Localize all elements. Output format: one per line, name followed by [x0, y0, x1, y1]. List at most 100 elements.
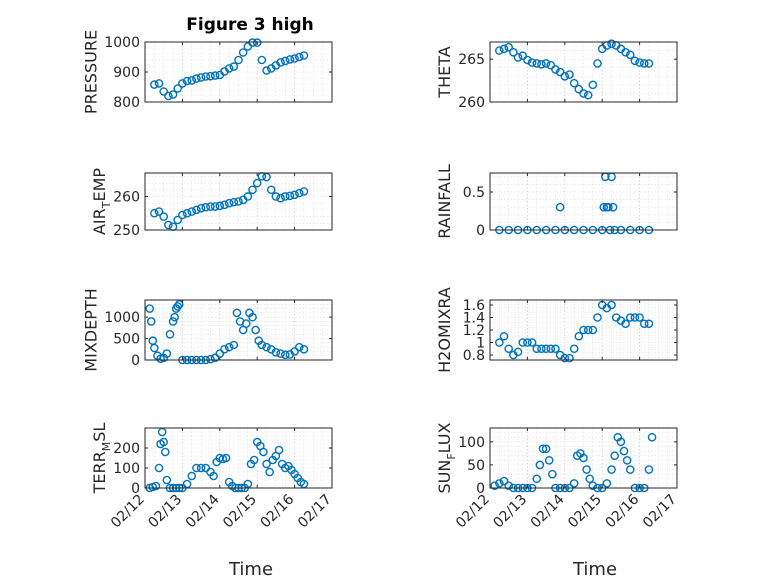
terr_msl-y-axis-label: TERRMSL	[90, 423, 113, 495]
h2omixra-point	[569, 344, 579, 354]
terr_msl-point	[159, 437, 168, 447]
mixdepth-point	[257, 340, 267, 350]
air_temp-axes-box	[144, 172, 333, 231]
mixdepth-point	[173, 302, 183, 311]
y-tick-label: 1	[476, 336, 485, 352]
mixdepth-point	[206, 354, 215, 364]
y-tick-label: 0.8	[463, 348, 485, 364]
y-tick-label: 100	[113, 461, 140, 477]
mixdepth-point	[299, 344, 309, 354]
h2omixra-point	[583, 325, 593, 335]
pressure-point	[168, 90, 178, 99]
air_temp-point	[178, 210, 187, 220]
y-tick-label: 50	[467, 458, 485, 474]
mixdepth-point	[251, 325, 260, 335]
panel-h2omixra: 0.811.21.41.6 H2OMIXRA	[435, 287, 678, 373]
pressure-point	[234, 55, 243, 65]
air_temp-point	[196, 203, 206, 213]
sun_flux-point	[619, 446, 629, 456]
theta-point	[541, 59, 551, 68]
air_temp-point	[164, 220, 173, 230]
mixdepth-point	[145, 304, 154, 313]
sun_flux-point	[544, 456, 554, 465]
theta-point	[560, 71, 570, 81]
pressure-point	[290, 54, 299, 63]
rainfall-point	[608, 202, 618, 212]
sun_flux-point	[548, 469, 557, 479]
sun_flux-point	[625, 465, 635, 474]
air_temp-point	[215, 201, 225, 211]
terr_msl-axes-box	[144, 427, 333, 489]
h2omixra-point	[532, 344, 542, 354]
theta-point	[499, 44, 509, 54]
pressure-point	[201, 72, 211, 81]
h2omixra-point	[593, 313, 602, 322]
h2omixra-y-axis-label: H2OMIXRA	[435, 287, 454, 373]
theta-point	[644, 59, 654, 68]
theta-point	[635, 58, 644, 67]
pressure-point	[248, 38, 257, 47]
sun_flux-point	[541, 444, 551, 454]
theta-point	[593, 59, 602, 68]
theta-markers	[495, 39, 654, 100]
theta-point	[639, 59, 649, 68]
rainfall-y-axis-label: RAINFALL	[435, 164, 454, 239]
air_temp-point	[234, 197, 243, 206]
y-tick-label: 100	[458, 435, 485, 451]
y-tick-label: 0	[131, 481, 140, 497]
air_temp-point	[150, 208, 159, 218]
air_temp-point	[206, 202, 215, 211]
terr_msl-point	[192, 463, 201, 473]
panel-rainfall: 0 0.5 RAINFALL	[435, 164, 678, 239]
h2omixra-point	[523, 338, 532, 347]
h2omixra-point	[625, 313, 635, 322]
theta-point	[583, 90, 593, 100]
mixdepth-point	[150, 343, 159, 353]
h2omixra-point	[504, 344, 514, 354]
rainfall-axes-box	[489, 172, 678, 231]
sun_flux-point	[538, 444, 548, 454]
h2omixra-point	[588, 325, 598, 335]
y-tick-label: 900	[113, 65, 140, 81]
y-tick-label: 200	[113, 441, 140, 457]
h2omixra-point	[579, 325, 588, 335]
rainfall-point	[602, 202, 612, 212]
mixdepth-point	[241, 319, 251, 328]
pressure-point	[276, 58, 285, 67]
y-tick-label: 265	[458, 52, 485, 68]
air_temp-point	[252, 178, 262, 188]
air_temp-point	[285, 191, 295, 201]
air_temp-point	[173, 215, 183, 225]
sun_flux-point	[647, 432, 657, 442]
pressure-point	[299, 51, 309, 60]
y-tick-label: 800	[113, 95, 140, 111]
terr_msl-point	[162, 475, 172, 485]
terr_msl-point	[221, 453, 231, 463]
air_temp-point	[248, 185, 257, 195]
pressure-point	[178, 79, 187, 88]
theta-grid	[489, 41, 678, 103]
mixdepth-point	[276, 349, 285, 358]
mixdepth-point	[224, 342, 234, 352]
terr_msl-point	[274, 445, 284, 455]
h2omixra-point	[551, 344, 560, 354]
theta-point	[630, 56, 640, 66]
h2omixra-point	[499, 331, 509, 341]
air_temp-point	[154, 207, 164, 216]
terr_msl-point	[265, 467, 274, 477]
air_temp-point	[280, 192, 290, 201]
sun_flux-point	[607, 465, 616, 474]
y-tick-label: 1.6	[463, 298, 485, 314]
figure-title: Figure 3 high	[186, 15, 314, 35]
h2omixra-point	[560, 353, 570, 363]
pressure-markers	[150, 38, 309, 101]
pressure-point	[252, 38, 262, 47]
air_temp-point	[290, 190, 299, 200]
sun_flux-point	[610, 451, 619, 460]
pressure-point	[210, 71, 220, 80]
sun_flux-point	[490, 481, 499, 490]
sun_flux-point	[579, 453, 588, 463]
terr_msl-point	[259, 447, 268, 457]
y-tick-label: 250	[113, 223, 140, 239]
